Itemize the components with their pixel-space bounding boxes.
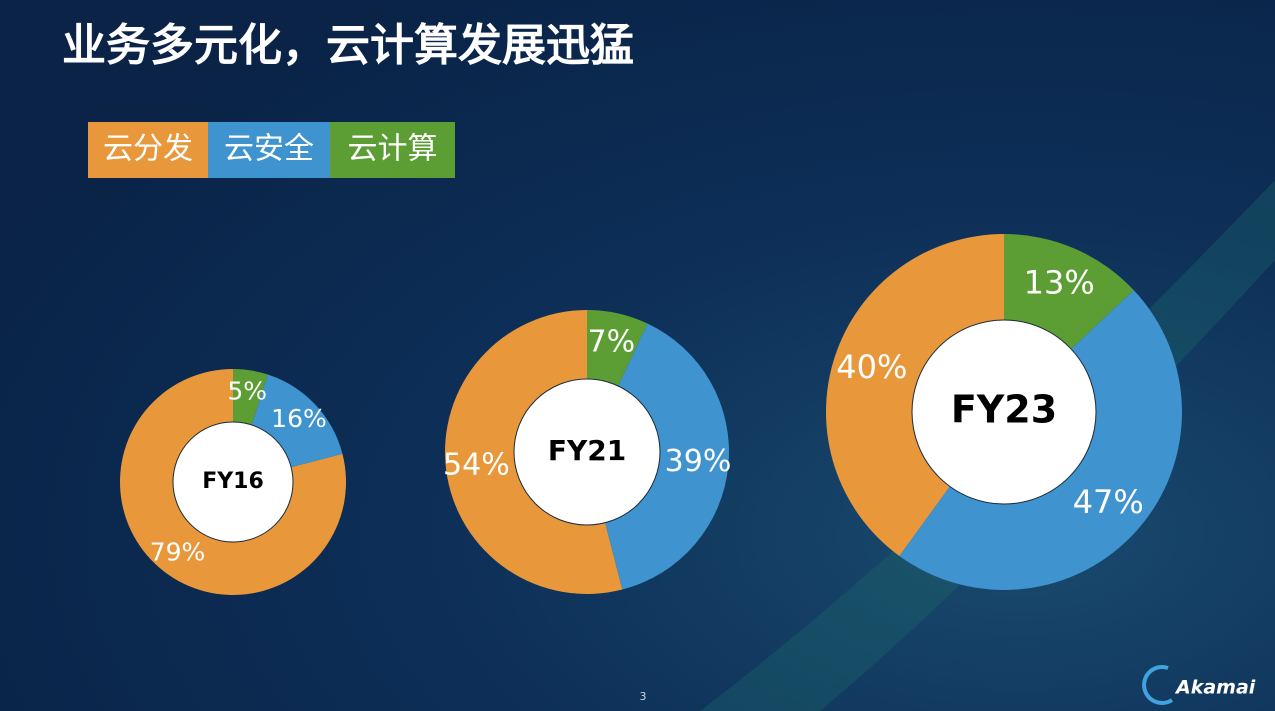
value-label: 47% [1073,483,1144,521]
donut-center [172,421,294,543]
donut-segment [233,369,268,425]
charts: 79% 16%5% FY16 54% 39% 7% FY21 40% 47% 13% FY23 [119,234,1183,596]
center-label: FY21 [548,434,626,467]
value-label: 79% [150,538,206,567]
logo: Akamai [1174,677,1256,699]
value-label: 5% [227,377,267,406]
legend-swatch [208,122,330,178]
value-label: 54% [443,447,510,482]
donut-segment [119,369,346,596]
page-number: 3 [640,690,647,703]
value-label: 39% [665,444,732,479]
donut-center [911,319,1097,505]
legend: 云分发 云安全 云计算 [88,122,455,178]
legend-swatch [88,122,208,178]
donut-center [513,378,661,526]
donut-segment [445,310,623,594]
slide-title: 业务多元化，云计算发展迅猛 [62,20,634,71]
legend-label: 云计算 [348,132,438,167]
donut-segment [1004,234,1134,350]
legend-label: 云安全 [224,132,314,167]
donut-segment [826,234,1004,557]
center-label: FY23 [951,388,1057,432]
donut-segment [899,290,1183,591]
donut-segment [251,374,343,468]
logo-swoosh [1142,665,1174,705]
legend-swatch [330,122,455,178]
value-label: 16% [271,404,327,433]
value-label: 13% [1024,263,1095,301]
center-label: FY16 [202,469,264,494]
value-label: 40% [836,348,907,386]
legend-label: 云分发 [103,132,193,167]
donut-segment [605,323,729,590]
donut-segment [587,310,648,386]
value-label: 7% [588,325,636,360]
